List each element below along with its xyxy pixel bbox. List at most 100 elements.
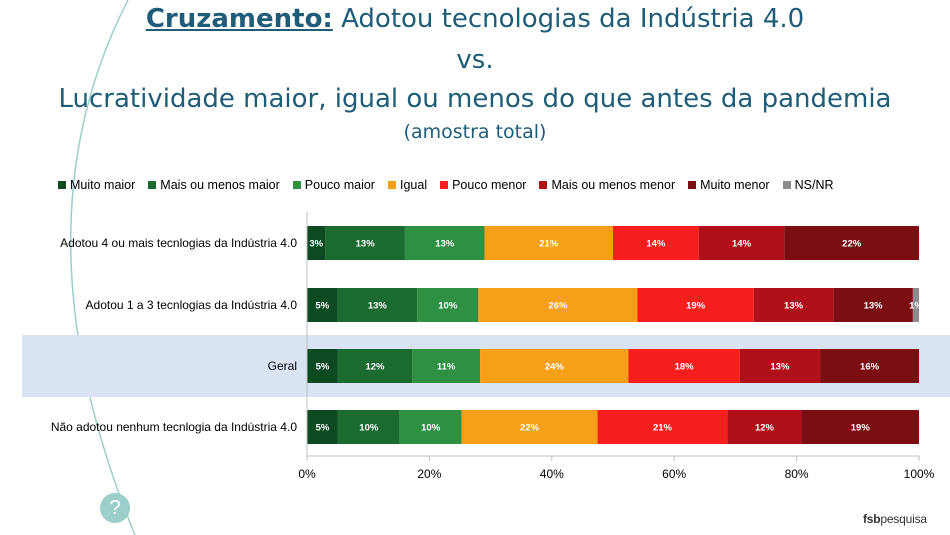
bar-segment xyxy=(784,226,919,260)
x-tick-label: 80% xyxy=(785,467,809,481)
bar-segment xyxy=(399,410,462,444)
data-label: 5% xyxy=(316,423,330,434)
data-label: 19% xyxy=(686,301,706,312)
category-label: Adotou 1 a 3 tecnlogias da Indústria 4.0 xyxy=(86,298,298,312)
data-label: 14% xyxy=(732,239,752,250)
bar-segment xyxy=(484,226,613,260)
data-label: 13% xyxy=(368,301,388,312)
bar-segment xyxy=(412,349,481,383)
data-label: 10% xyxy=(421,423,441,434)
brand-logo: fsbpesquisa xyxy=(863,512,927,526)
x-tick-label: 100% xyxy=(904,467,935,481)
data-label: 16% xyxy=(860,362,880,373)
data-label: 22% xyxy=(842,239,862,250)
data-label: 10% xyxy=(438,301,458,312)
data-label: 13% xyxy=(784,301,804,312)
data-label: 18% xyxy=(675,362,695,373)
bar-segment xyxy=(461,410,598,444)
brand-logo-part2: pesquisa xyxy=(880,512,927,526)
bar-segment xyxy=(727,410,802,444)
bar-segment xyxy=(739,349,821,383)
data-label: 1% xyxy=(909,301,923,312)
x-tick-label: 20% xyxy=(417,467,441,481)
legend-label: Pouco maior xyxy=(304,178,375,192)
data-label: 26% xyxy=(548,301,568,312)
data-label: 21% xyxy=(539,239,559,250)
data-label: 12% xyxy=(365,362,385,373)
bar-segment xyxy=(698,226,785,260)
data-label: 22% xyxy=(520,423,540,434)
legend-swatch xyxy=(292,181,301,189)
x-tick-label: 40% xyxy=(540,467,564,481)
legend-swatch xyxy=(782,181,791,189)
bar-segment xyxy=(637,288,754,322)
bar-segment xyxy=(307,288,338,322)
legend-swatch xyxy=(387,181,396,189)
data-label: 13% xyxy=(356,239,376,250)
legend-item: Muito maior xyxy=(58,178,135,192)
data-label: 13% xyxy=(770,362,790,373)
bar-segment xyxy=(912,288,919,322)
data-label: 5% xyxy=(315,301,329,312)
category-label: Não adotou nenhum tecnlogia da Indústria… xyxy=(51,420,298,434)
bar-segment xyxy=(478,288,638,322)
legend-label: Igual xyxy=(399,178,428,192)
title-line-1: Cruzamento: Adotou tecnologias da Indúst… xyxy=(0,4,950,34)
data-label: 14% xyxy=(646,239,666,250)
legend-item: Pouco menor xyxy=(440,178,526,192)
bar-segment xyxy=(417,288,479,322)
data-label: 10% xyxy=(359,423,379,434)
title-line-2: vs. xyxy=(456,45,494,75)
bar-segment xyxy=(628,349,740,383)
legend-label: Mais ou menos maior xyxy=(160,178,280,192)
bar-segment xyxy=(404,226,485,260)
chart-legend: Muito maior Mais ou menos maior Pouco maio… xyxy=(58,178,834,192)
title-keyword: Cruzamento: xyxy=(145,4,333,34)
bar-segment xyxy=(833,288,913,322)
data-label: 11% xyxy=(437,362,456,373)
data-label: 21% xyxy=(653,423,673,434)
x-tick-label: 0% xyxy=(298,467,316,481)
legend-item: Mais ou menos maior xyxy=(148,178,280,192)
bar-segment xyxy=(337,349,413,383)
title-line-3: Lucratividade maior, igual ou menos do q… xyxy=(58,84,892,114)
legend-swatch xyxy=(58,181,66,189)
bar-segment xyxy=(337,288,418,322)
bar-segment xyxy=(753,288,834,322)
legend-label: Pouco menor xyxy=(452,178,527,192)
data-label: 12% xyxy=(755,423,775,434)
x-tick-label: 60% xyxy=(662,467,686,481)
help-button[interactable]: ? xyxy=(100,493,130,523)
category-label: Adotou 4 ou mais tecnlogias da Indústria… xyxy=(60,236,297,250)
legend-item: Igual xyxy=(387,178,428,192)
bar-segment xyxy=(307,226,326,260)
bar-segment xyxy=(597,410,728,444)
bar-segment xyxy=(613,226,699,260)
legend-label: Muito menor xyxy=(700,178,770,192)
legend-label: Mais ou menos menor xyxy=(551,178,676,192)
legend-label: NS/NR xyxy=(794,178,834,192)
bar-segment xyxy=(307,349,338,383)
legend-item: Pouco maior xyxy=(292,178,375,192)
data-label: 13% xyxy=(435,239,455,250)
bar-segment xyxy=(337,410,400,444)
legend-item: NS/NR xyxy=(782,178,834,192)
subtitle: (amostra total) xyxy=(403,121,547,143)
data-label: 13% xyxy=(864,301,884,312)
legend-label: Muito maior xyxy=(70,178,136,192)
legend-item: Muito menor xyxy=(688,178,770,192)
legend-item: Mais ou menos menor xyxy=(539,178,675,192)
legend-swatch xyxy=(688,181,697,189)
title-rest: Adotou tecnologias da Indústria 4.0 xyxy=(332,4,805,34)
brand-logo-part1: fsb xyxy=(863,512,881,526)
bar-segment xyxy=(307,410,338,444)
bar-segment xyxy=(480,349,629,383)
bar-segment xyxy=(801,410,919,444)
legend-swatch xyxy=(539,181,548,189)
category-label: Geral xyxy=(268,359,297,373)
question-mark-icon: ? xyxy=(109,497,121,519)
data-label: 3% xyxy=(309,239,323,250)
data-label: 5% xyxy=(316,362,330,373)
